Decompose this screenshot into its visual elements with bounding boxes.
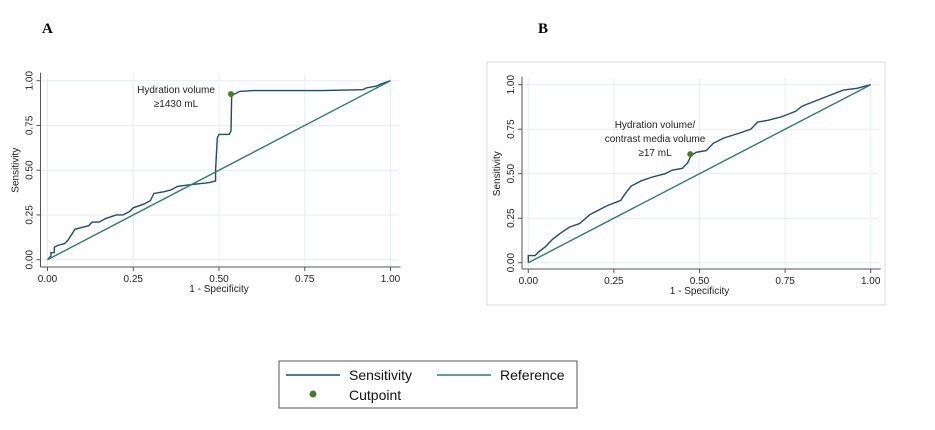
panel-a-cutpoint-annotation: ≥1430 mL (154, 99, 199, 110)
legend-cutpoint-label: Cutpoint (349, 387, 401, 403)
panel-b-reference-line (527, 84, 872, 264)
panel-b-frame (486, 61, 886, 306)
panel-b-cutpoint-annotation: ≥17 mL (638, 148, 672, 159)
panel-a-sensitivity-line (46, 80, 391, 261)
panel-b-xtick-label: 0.50 (690, 276, 710, 287)
panel-b-x-axis-title: 1 - Specificity (670, 286, 729, 297)
panel-b-xtick-label: 0.75 (775, 276, 795, 287)
panel-a-y-axis-title: Sensitivity (11, 148, 22, 193)
panel-b-xtick-label: 0.25 (604, 276, 624, 287)
panel-b-ytick-label: 0.50 (506, 164, 517, 184)
panel-a-xtick-label: 0.00 (38, 274, 58, 285)
panel-b-cutpoint-annotation: contrast media volume (605, 134, 706, 145)
panel-a-xtick-label: 0.25 (124, 274, 144, 285)
panel-a-ytick-label: 0.50 (25, 160, 36, 180)
panel-a-cutpoint-dot (228, 91, 235, 98)
panel-a-ytick-label: 0.75 (25, 115, 36, 135)
panel-b-xtick-label: 1.00 (861, 276, 881, 287)
legend-box (278, 360, 578, 409)
panel-b-y-axis-title: Sensitivity (492, 151, 503, 196)
legend: Sensitivity Reference Cutpoint (278, 360, 578, 409)
panel-a-ytick-label: 0.00 (25, 250, 36, 270)
panel-a-cutpoint-annotation: Hydration volume (137, 85, 215, 96)
legend-sensitivity-label: Sensitivity (349, 367, 412, 383)
panel-a-ytick-label: 1.00 (25, 71, 36, 91)
panel-b-plot: 0.00 0.25 0.50 0.75 1.00 0.00 0.25 0.50 0.75 1.00… (492, 75, 881, 297)
panel-b-sensitivity-line (527, 84, 871, 263)
panel-a-reference-line (47, 80, 391, 261)
panel-a-ytick-label: 0.25 (25, 205, 36, 225)
legend-cutpoint-dot (309, 390, 317, 398)
panel-a-label: A (42, 21, 53, 37)
panel-a-xtick-label: 0.50 (209, 274, 229, 285)
legend-reference-label: Reference (500, 367, 565, 383)
panel-b-ytick-label: 0.75 (506, 119, 517, 139)
panel-b-cutpoint-annotation: Hydration volume/ (615, 120, 696, 131)
panel-a-xtick-label: 1.00 (381, 274, 401, 285)
panel-b-ytick-label: 1.00 (506, 75, 517, 95)
panel-a-xtick-label: 0.75 (295, 274, 315, 285)
panel-b-ytick-label: 0.00 (506, 253, 517, 273)
panel-b-label: B (538, 21, 548, 37)
panel-b-ytick-label: 0.25 (506, 208, 517, 228)
panel-b-cutpoint-dot (687, 151, 694, 158)
panel-a-x-axis-title: 1 - Specificity (189, 284, 248, 295)
panel-b-xtick-label: 0.00 (519, 276, 539, 287)
panel-a-plot: 0.00 0.25 0.50 0.75 1.00 0.00 0.25 0.50 0.75 1.00… (11, 71, 401, 295)
